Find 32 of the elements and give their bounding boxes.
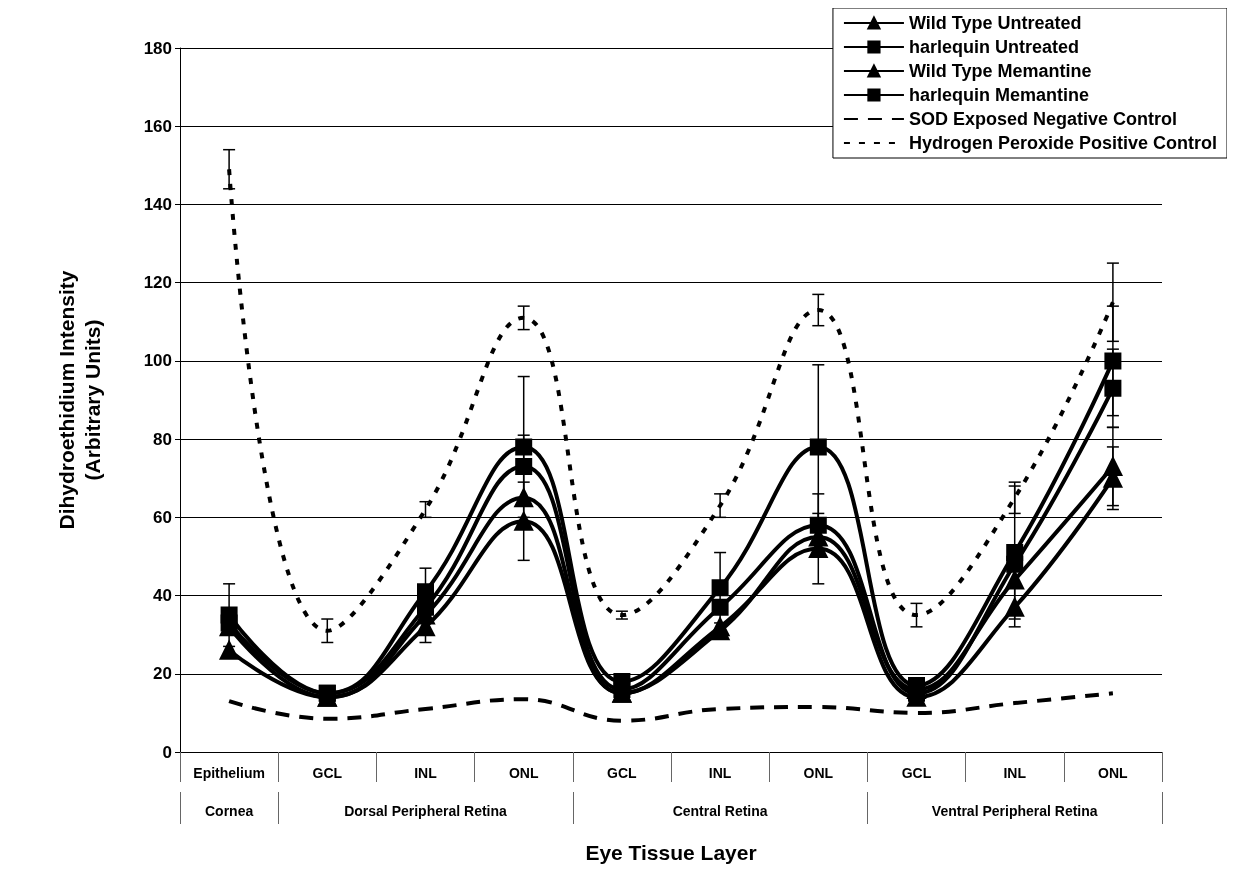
y-axis-title: Dihydroethidium Intensity (Arbitrary Units): [54, 270, 104, 530]
legend-label: Wild Type Untreated: [908, 13, 1082, 33]
text: Cornea: [204, 803, 254, 819]
x-tick-label: ONL: [508, 765, 539, 781]
text: Ventral Peripheral Retina: [931, 803, 1098, 819]
legend-label: harlequin Untreated: [908, 37, 1079, 57]
x-tick-label: INL: [414, 765, 438, 781]
x-tick-label: Epithelium: [193, 765, 265, 781]
legend-label: Hydrogen Peroxide Positive Control: [908, 133, 1218, 153]
legend-label: SOD Exposed Negative Control: [908, 109, 1178, 129]
x-tick-label: GCL: [901, 765, 932, 781]
x-tick-label: INL: [708, 765, 732, 781]
legend-label: Wild Type Memantine: [908, 61, 1092, 81]
x-tick-label: INL: [1003, 765, 1027, 781]
y-tick-label: 60: [153, 507, 172, 527]
y-tick-label: 20: [153, 664, 172, 684]
y-tick-label: 80: [153, 429, 172, 449]
y-tick-label: 180: [143, 38, 172, 58]
y-tick-label: 120: [143, 273, 172, 293]
x-axis-title: Eye Tissue Layer: [585, 841, 757, 864]
x-tick-label: GCL: [312, 765, 343, 781]
x-tick-label: ONL: [803, 765, 834, 781]
y-tick-label: 0: [162, 742, 172, 762]
text: Central Retina: [672, 803, 768, 819]
y-tick-label: 40: [153, 586, 172, 606]
y-tick-label: 160: [143, 116, 172, 136]
x-tick-label: GCL: [607, 765, 638, 781]
x-tick-label: ONL: [1098, 765, 1129, 781]
legend-label: harlequin Memantine: [908, 85, 1089, 105]
y-tick-label: 140: [143, 194, 172, 214]
text: Dorsal Peripheral Retina: [344, 803, 508, 819]
y-tick-label: 100: [143, 351, 172, 371]
